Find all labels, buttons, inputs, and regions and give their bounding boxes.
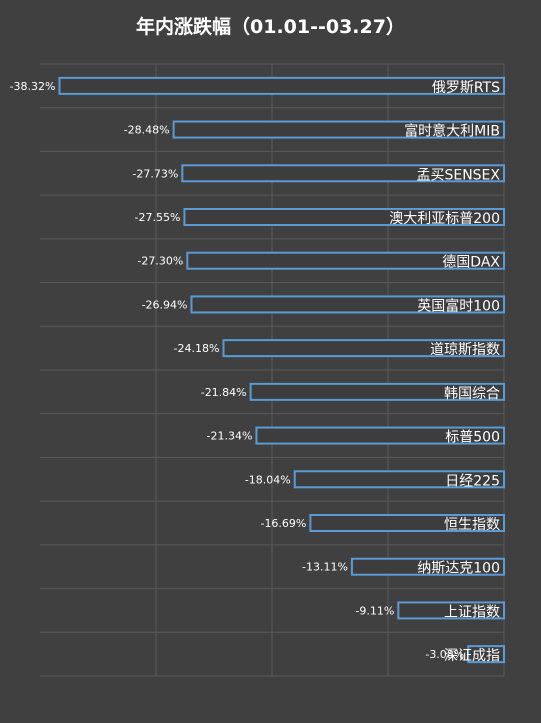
- data-label: -26.94%: [142, 298, 188, 311]
- data-label: -28.48%: [124, 124, 170, 137]
- bar: [350, 557, 506, 576]
- bar: [467, 645, 506, 664]
- category-label: 恒生指数: [444, 517, 500, 533]
- bar: [249, 382, 505, 401]
- data-label: -27.30%: [137, 255, 183, 268]
- bar: [172, 120, 506, 139]
- data-label: -3.08%: [425, 648, 464, 661]
- data-label: -16.69%: [260, 517, 306, 530]
- category-label: 英国富时100: [417, 297, 500, 314]
- category-label: 纳斯达克100: [417, 561, 500, 577]
- category-label: 日经225: [445, 473, 500, 489]
- category-label: 孟买SENSEX: [416, 167, 500, 183]
- category-label: 韩国综合: [444, 386, 500, 402]
- bar: [186, 251, 505, 270]
- data-label: -21.34%: [207, 430, 253, 443]
- data-label: -24.18%: [174, 342, 220, 355]
- chart-title: 年内涨跌幅（01.01--03.27）: [136, 16, 405, 38]
- category-label: 道琼斯指数: [430, 342, 500, 358]
- data-label: -9.11%: [355, 604, 394, 617]
- category-label: 深证成指: [444, 648, 500, 664]
- bar: [190, 295, 505, 314]
- bar: [255, 426, 505, 445]
- category-label: 澳大利亚标普200: [389, 211, 500, 227]
- bar: [222, 339, 505, 358]
- data-label: -27.73%: [132, 167, 178, 180]
- category-label: 富时意大利MIB: [404, 123, 500, 140]
- data-label: -21.84%: [201, 386, 247, 399]
- bar: [183, 208, 505, 226]
- category-label: 上证指数: [444, 604, 500, 620]
- bar: [181, 164, 505, 183]
- category-label: 标普500: [445, 430, 500, 446]
- data-label: -13.11%: [302, 561, 348, 574]
- data-label: -27.55%: [134, 211, 180, 224]
- category-label: 德国DAX: [442, 255, 500, 271]
- data-label: -38.32%: [10, 80, 56, 93]
- category-label: 俄罗斯RTS: [432, 80, 500, 96]
- data-label: -18.04%: [245, 473, 291, 486]
- bar: [309, 514, 505, 532]
- bar: [58, 76, 505, 95]
- bar: [397, 601, 506, 620]
- bar: [293, 470, 505, 489]
